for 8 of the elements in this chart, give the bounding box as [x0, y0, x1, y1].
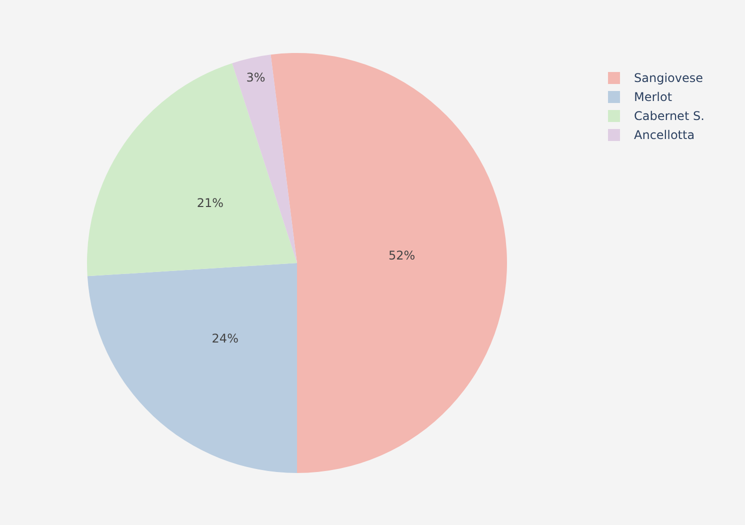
- legend-label: Merlot: [634, 90, 672, 104]
- data-label: 52%: [388, 248, 416, 263]
- legend-label: Cabernet S.: [634, 108, 704, 122]
- legend-label: Ancellotta: [634, 128, 695, 142]
- data-label: 3%: [246, 70, 266, 85]
- data-label: 24%: [212, 332, 238, 346]
- data-label: 21%: [196, 196, 224, 210]
- legend-label: Sangiovese: [634, 70, 703, 84]
